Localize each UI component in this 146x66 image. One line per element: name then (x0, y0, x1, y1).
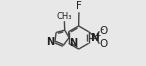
Text: O: O (100, 39, 108, 49)
Text: +: + (95, 31, 101, 40)
Text: O: O (100, 26, 108, 36)
Text: CH₃: CH₃ (57, 12, 72, 21)
Text: N: N (69, 38, 78, 48)
Text: N: N (91, 33, 100, 43)
Text: F: F (76, 1, 82, 11)
Text: N: N (46, 37, 54, 47)
Text: -: - (100, 25, 104, 34)
